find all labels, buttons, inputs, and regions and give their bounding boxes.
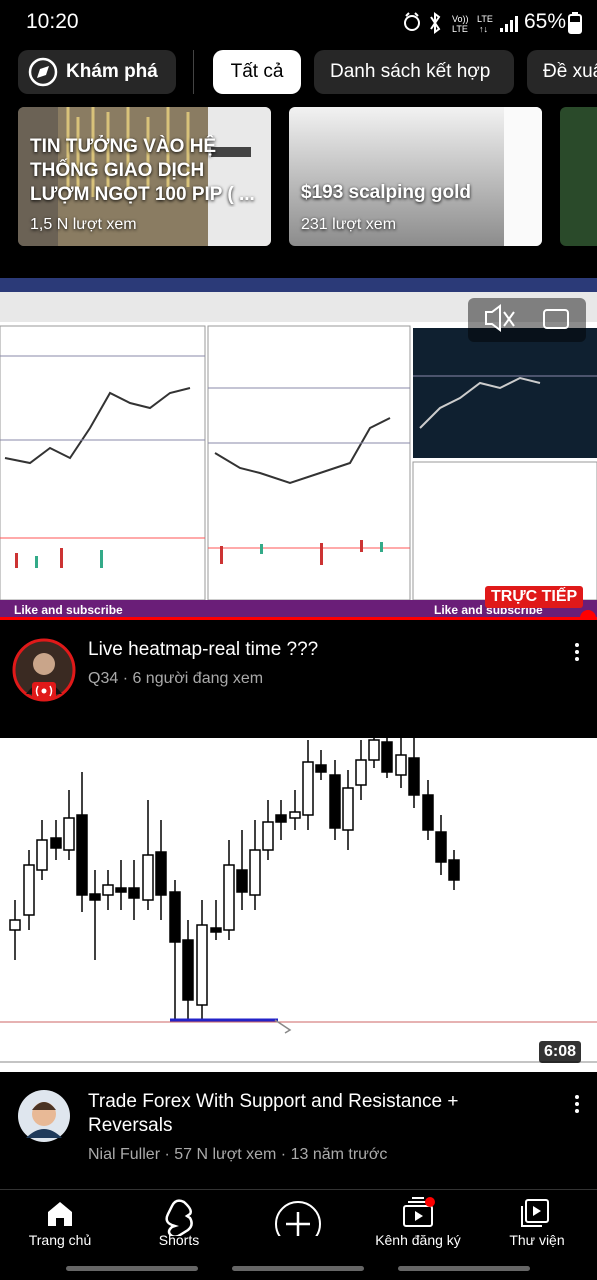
more-button[interactable] (570, 1093, 584, 1115)
overlay-text: Like and subscribe (14, 603, 123, 617)
more-button[interactable] (570, 641, 584, 663)
svg-text:↑↓: ↑↓ (479, 24, 488, 34)
channel-avatar[interactable] (12, 638, 76, 702)
explore-label: Khám phá (66, 61, 158, 82)
short-card[interactable] (560, 107, 597, 246)
short-views: 231 lượt xem (301, 216, 397, 233)
svg-text:LTE: LTE (452, 24, 468, 34)
nav-item[interactable]: Kênh đăng ký (375, 1232, 461, 1248)
status-icons: Vo))LTE LTE↑↓ (404, 12, 518, 34)
gesture-bar (398, 1266, 530, 1271)
duration: 6:08 (539, 1041, 582, 1063)
live-thumbnail-art (0, 278, 597, 620)
short-thumbnail (289, 107, 542, 246)
nav-divider (0, 1189, 597, 1190)
compass-icon (28, 57, 58, 87)
short-title: $193 scalping gold (301, 182, 471, 203)
gesture-bar (66, 1266, 198, 1271)
video-meta: Nial Fuller · 57 N lượt xem · 13 năm trư… (88, 1146, 388, 1163)
chip[interactable]: Đề xuất (527, 50, 597, 94)
chip[interactable]: Tất cả (213, 50, 301, 94)
video-thumbnail[interactable]: 6:08 (0, 738, 597, 1072)
nav-item[interactable]: Shorts (158, 1232, 200, 1248)
battery-icon (568, 12, 582, 34)
short-title: TIN TƯỞNG VÀO HỆ THỐNG GIAO DỊCH LƯỢM NG… (30, 136, 255, 205)
video-title[interactable]: Live heatmap-real time ??? (88, 639, 319, 660)
video-title[interactable]: Trade Forex With Support and Resistance … (88, 1091, 459, 1136)
gesture-bar (232, 1266, 364, 1271)
svg-text:LTE: LTE (477, 14, 493, 24)
candlestick-art (0, 738, 597, 1063)
live-badge: TRỰC TIẾP (485, 586, 584, 608)
short-views: 1,5 N lượt xem (30, 216, 137, 233)
status-time: 10:20 (26, 10, 79, 33)
short-card[interactable]: TIN TƯỞNG VÀO HỆ THỐNG GIAO DỊCH LƯỢM NG… (18, 107, 271, 246)
short-card[interactable]: $193 scalping gold 231 lượt xem (289, 107, 542, 246)
status-battery: 65% (524, 10, 567, 33)
short-thumbnail (18, 107, 271, 246)
divider (193, 50, 194, 94)
nav-item[interactable]: Thư viện (509, 1232, 565, 1248)
channel-avatar[interactable] (18, 1090, 70, 1142)
svg-text:Vo)): Vo)) (452, 14, 469, 24)
nav-icons (48, 1197, 549, 1236)
nav-item[interactable]: Trang chủ (28, 1232, 92, 1248)
chip[interactable]: Danh sách kết hợp (314, 50, 514, 94)
live-thumbnail[interactable]: Like and subscribe Like and subscribe TR… (0, 278, 597, 620)
video-meta: Q34 · 6 người đang xem (88, 670, 264, 687)
